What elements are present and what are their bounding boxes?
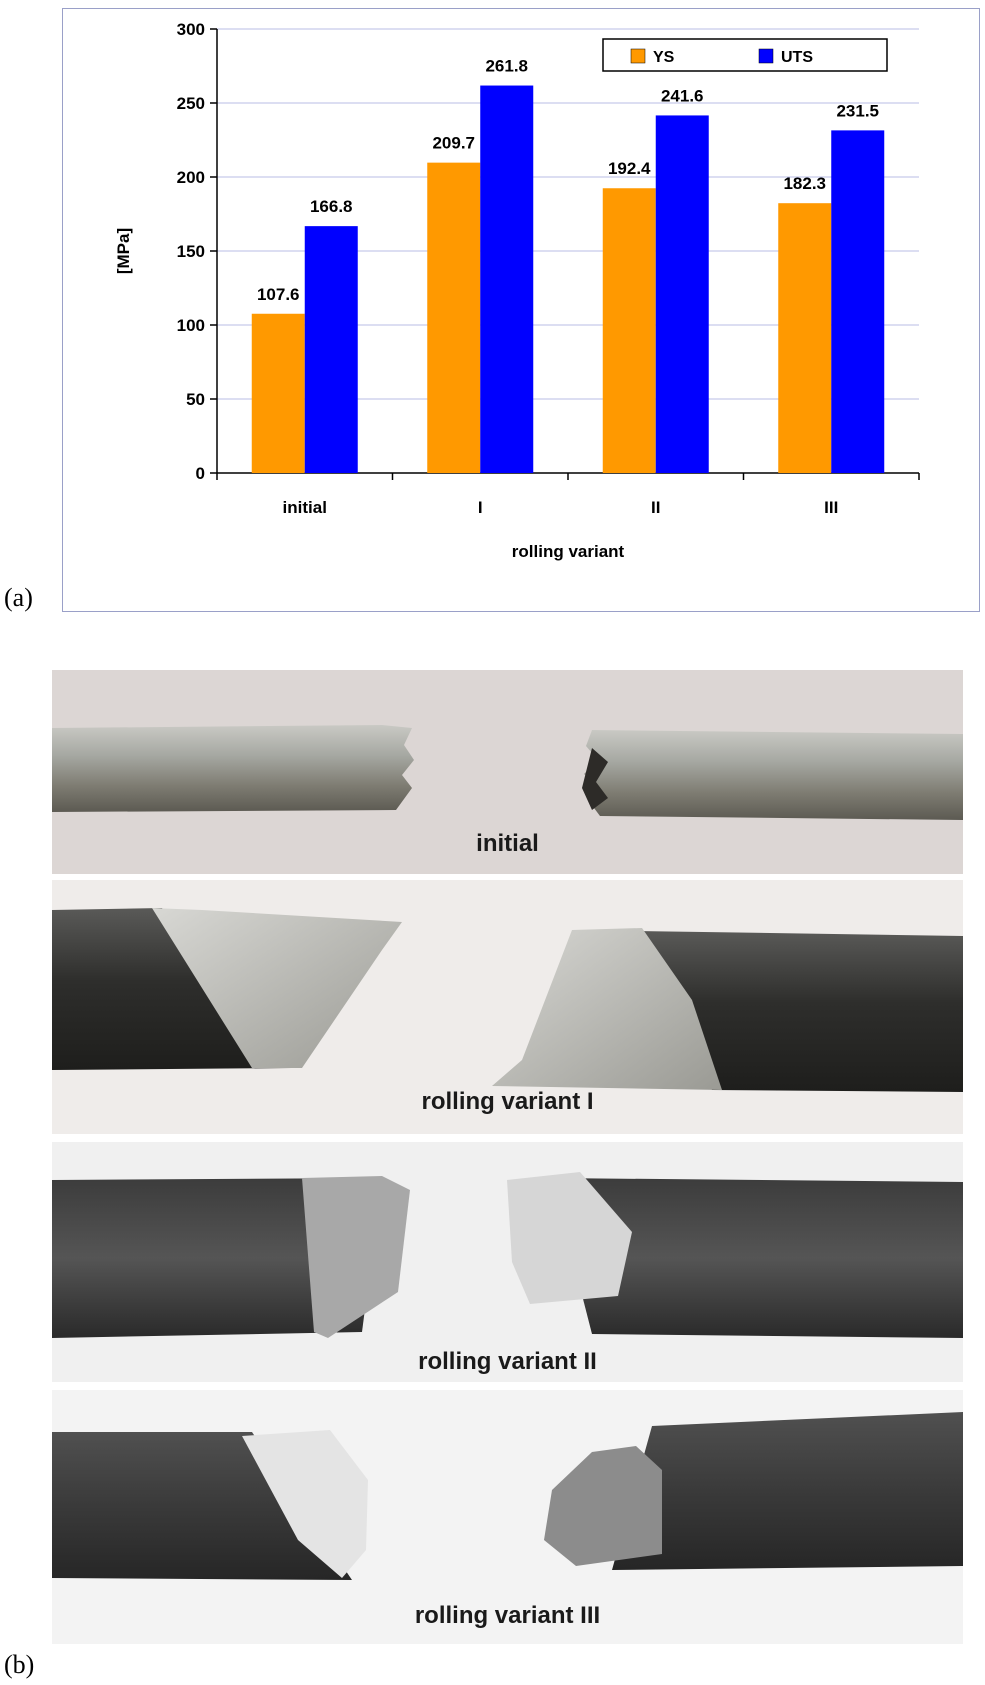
panel-b-label: (b) — [4, 1650, 35, 1679]
legend-swatch — [630, 48, 646, 64]
bar-ys — [251, 313, 305, 473]
photo-variant-ii: rolling variant II — [52, 1142, 963, 1382]
photo-caption: rolling variant II — [418, 1348, 597, 1375]
chart-frame: 0 50 100 150 200 250 300 initial 107.6 166.8 I 209.… — [62, 8, 980, 612]
photo-caption: rolling variant III — [414, 1602, 601, 1629]
rod-variant-i-image — [52, 880, 963, 1134]
photo-variant-iii: rolling variant III — [52, 1390, 963, 1644]
data-label: 261.8 — [485, 57, 528, 76]
rod-variant-iii-image — [52, 1390, 963, 1644]
legend-label: UTS — [781, 49, 813, 66]
y-tick-label: 300 — [177, 20, 205, 39]
data-label: 192.4 — [608, 159, 651, 178]
legend-box — [602, 38, 888, 72]
y-tick-label: 0 — [196, 464, 205, 483]
bar-uts — [480, 85, 534, 473]
photo-caption: rolling variant I — [421, 1088, 594, 1115]
data-label: 209.7 — [432, 134, 475, 153]
x-tick-label: II — [651, 498, 660, 517]
data-label: 241.6 — [661, 86, 704, 105]
data-label: 107.6 — [257, 285, 300, 304]
data-label: 182.3 — [783, 174, 826, 193]
panel-a-label: (a) — [4, 583, 33, 612]
x-tick-label: initial — [283, 498, 327, 517]
legend-swatch — [758, 48, 774, 64]
bar-ys — [778, 203, 832, 474]
rod-variant-ii-image — [52, 1142, 963, 1382]
y-tick-label: 250 — [177, 94, 205, 113]
y-tick-label: 200 — [177, 168, 205, 187]
x-tick-label: III — [824, 498, 838, 517]
x-tick-label: I — [478, 498, 483, 517]
y-tick-label: 100 — [177, 316, 205, 335]
y-axis-title: [MPa] — [114, 228, 133, 274]
y-tick-label: 150 — [177, 242, 205, 261]
bar-uts — [304, 226, 358, 473]
bar-uts — [655, 115, 709, 473]
bar-chart: 0 50 100 150 200 250 300 initial 107.6 166.8 I 209.… — [114, 20, 920, 561]
x-axis-title: rolling variant — [512, 542, 625, 561]
bar-uts — [831, 130, 885, 473]
bar-ys — [602, 188, 656, 474]
photo-variant-i: rolling variant I — [52, 880, 963, 1134]
legend-label: YS — [653, 49, 675, 66]
data-label: 231.5 — [836, 101, 879, 120]
data-label: 166.8 — [310, 197, 353, 216]
bar-ys — [427, 162, 481, 474]
photo-initial: initial — [52, 670, 963, 874]
y-tick-label: 50 — [186, 390, 205, 409]
photo-caption: initial — [476, 830, 539, 857]
rod-initial-image — [52, 670, 963, 874]
